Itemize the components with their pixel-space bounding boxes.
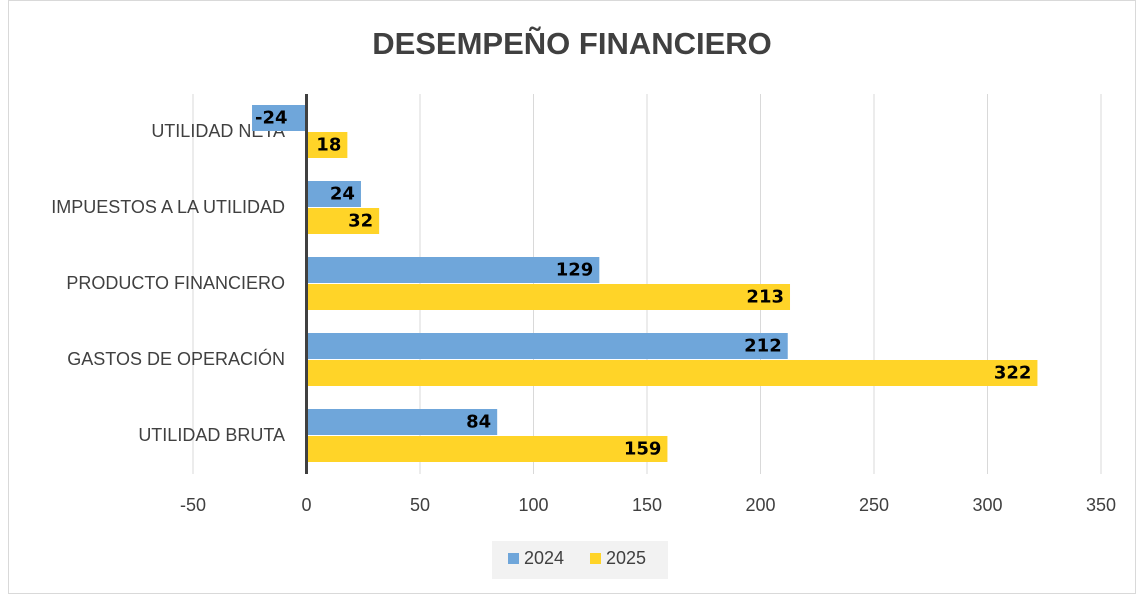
legend-label: 2024 — [524, 548, 564, 568]
legend-label: 2025 — [606, 548, 646, 568]
bar — [252, 105, 307, 131]
bar — [306, 181, 361, 207]
x-tick-label: 150 — [632, 495, 662, 515]
x-tick-label: -50 — [180, 495, 206, 515]
data-label: 213 — [746, 287, 784, 308]
bar — [306, 284, 791, 310]
bar — [306, 333, 788, 359]
bar — [306, 360, 1038, 386]
bar — [306, 257, 600, 283]
data-label: 212 — [744, 336, 782, 357]
x-tick-label: 300 — [972, 495, 1002, 515]
bar — [306, 409, 498, 435]
legend-swatch — [590, 553, 601, 564]
data-label: 84 — [466, 412, 491, 433]
x-tick-label: 0 — [301, 495, 311, 515]
x-tick-label: 350 — [1086, 495, 1116, 515]
category-label: UTILIDAD BRUTA — [138, 425, 285, 445]
bar — [306, 132, 348, 158]
data-label: 18 — [316, 135, 341, 156]
legend-box — [492, 541, 668, 579]
data-label: 159 — [624, 439, 662, 460]
data-label: 322 — [994, 363, 1032, 384]
x-tick-label: 50 — [410, 495, 430, 515]
category-label: PRODUCTO FINANCIERO — [66, 273, 285, 293]
data-label: -24 — [255, 108, 288, 129]
chart-title: DESEMPEÑO FINANCIERO — [372, 26, 772, 61]
x-tick-label: 250 — [859, 495, 889, 515]
data-label: 24 — [330, 184, 355, 205]
bar — [306, 208, 380, 234]
category-label: UTILIDAD NETA — [151, 121, 285, 141]
data-label: 129 — [556, 260, 594, 281]
x-tick-label: 200 — [745, 495, 775, 515]
category-label: GASTOS DE OPERACIÓN — [67, 348, 285, 369]
data-label: 32 — [348, 211, 373, 232]
category-label: IMPUESTOS A LA UTILIDAD — [51, 197, 285, 217]
legend-swatch — [508, 553, 519, 564]
bar — [306, 436, 668, 462]
x-tick-label: 100 — [518, 495, 548, 515]
